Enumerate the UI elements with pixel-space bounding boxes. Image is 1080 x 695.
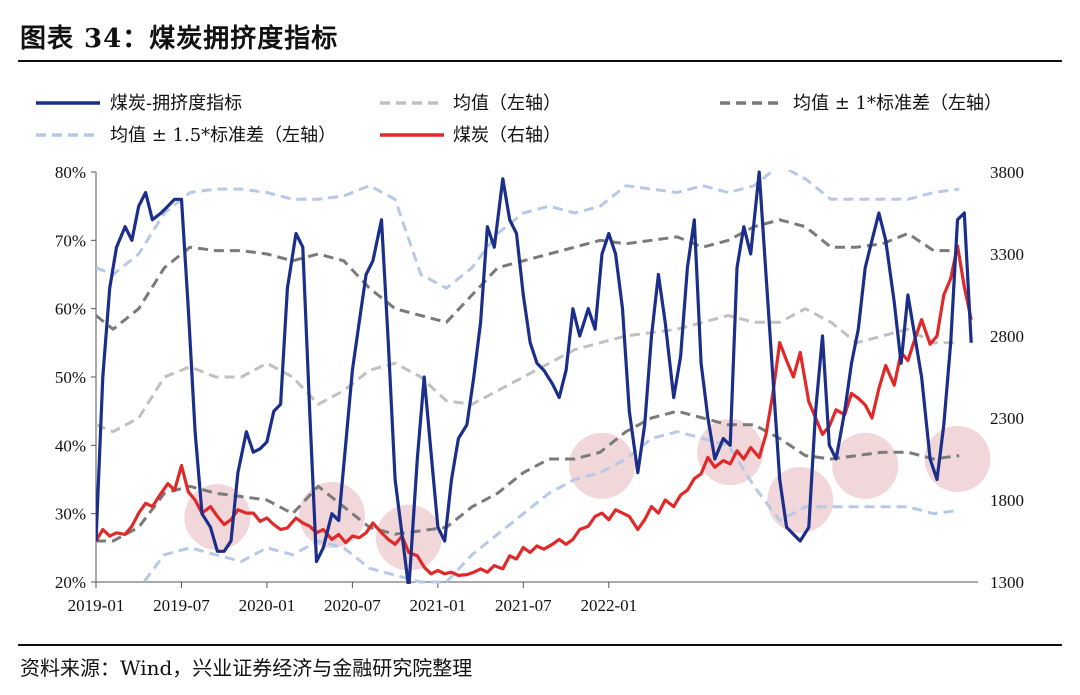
x-tick-label-0: 2019-01	[68, 596, 125, 615]
title-rule	[18, 60, 1062, 62]
y-left-tick-label-6: 20%	[55, 573, 86, 592]
x-tick-label-4: 2021-01	[410, 596, 467, 615]
x-tick-label-3: 2020-07	[324, 596, 381, 615]
source-rule	[18, 644, 1062, 646]
highlight-circle-5	[767, 467, 834, 533]
y-left-tick-label-4: 40%	[55, 436, 86, 455]
legend: 煤炭-拥挤度指标 均值（左轴） 均值 ± 1*标准差（左轴） 均值 ± 1.5*标准差…	[36, 93, 1002, 146]
y-right-tick-label-2: 2800	[990, 327, 1024, 346]
y-left-tick-label-3: 50%	[55, 368, 86, 387]
series-line-6	[96, 244, 973, 577]
legend-label-2: 均值 ± 1*标准差（左轴）	[793, 93, 1002, 114]
legend-label-0: 煤炭-拥挤度指标	[110, 93, 242, 114]
series-line-0	[96, 170, 973, 584]
y-right-tick-label-3: 2300	[990, 409, 1024, 428]
highlight-circle-2	[375, 504, 442, 571]
chart-title: 图表 34：煤炭拥挤度指标	[20, 24, 339, 54]
y-right-tick-label-4: 1800	[990, 491, 1024, 510]
x-tick-label-1: 2019-07	[153, 596, 210, 615]
legend-label-1: 均值（左轴）	[453, 93, 561, 114]
y-right-tick-label-5: 1300	[990, 573, 1024, 592]
y-right-tick-label-1: 3300	[990, 245, 1024, 264]
x-tick-label-5: 2021-07	[495, 596, 552, 615]
y-left-tick-label-2: 60%	[55, 300, 86, 319]
series-line-1	[96, 307, 960, 434]
legend-label-3: 均值 ± 1.5*标准差（左轴）	[110, 125, 336, 146]
series-line-2	[96, 218, 960, 331]
y-left-tick-label-0: 80%	[55, 163, 86, 182]
series-line-4	[96, 170, 960, 290]
y-left-tick-label-5: 30%	[55, 505, 86, 524]
y-left-tick-label-1: 70%	[55, 231, 86, 250]
legend-label-4: 煤炭（右轴）	[453, 125, 561, 146]
series-lines	[96, 170, 973, 584]
source-note: 资料来源：Wind，兴业证券经济与金融研究院整理	[20, 656, 473, 680]
x-tick-label-6: 2022-01	[580, 596, 637, 615]
highlight-circle-3	[568, 432, 635, 499]
series-line-5	[140, 430, 960, 584]
series-line-3	[96, 409, 960, 543]
highlight-circle-4	[697, 419, 764, 486]
x-tick-label-2: 2020-01	[239, 596, 296, 615]
highlight-circle-6	[832, 432, 899, 499]
y-right-tick-label-0: 3800	[990, 163, 1024, 182]
